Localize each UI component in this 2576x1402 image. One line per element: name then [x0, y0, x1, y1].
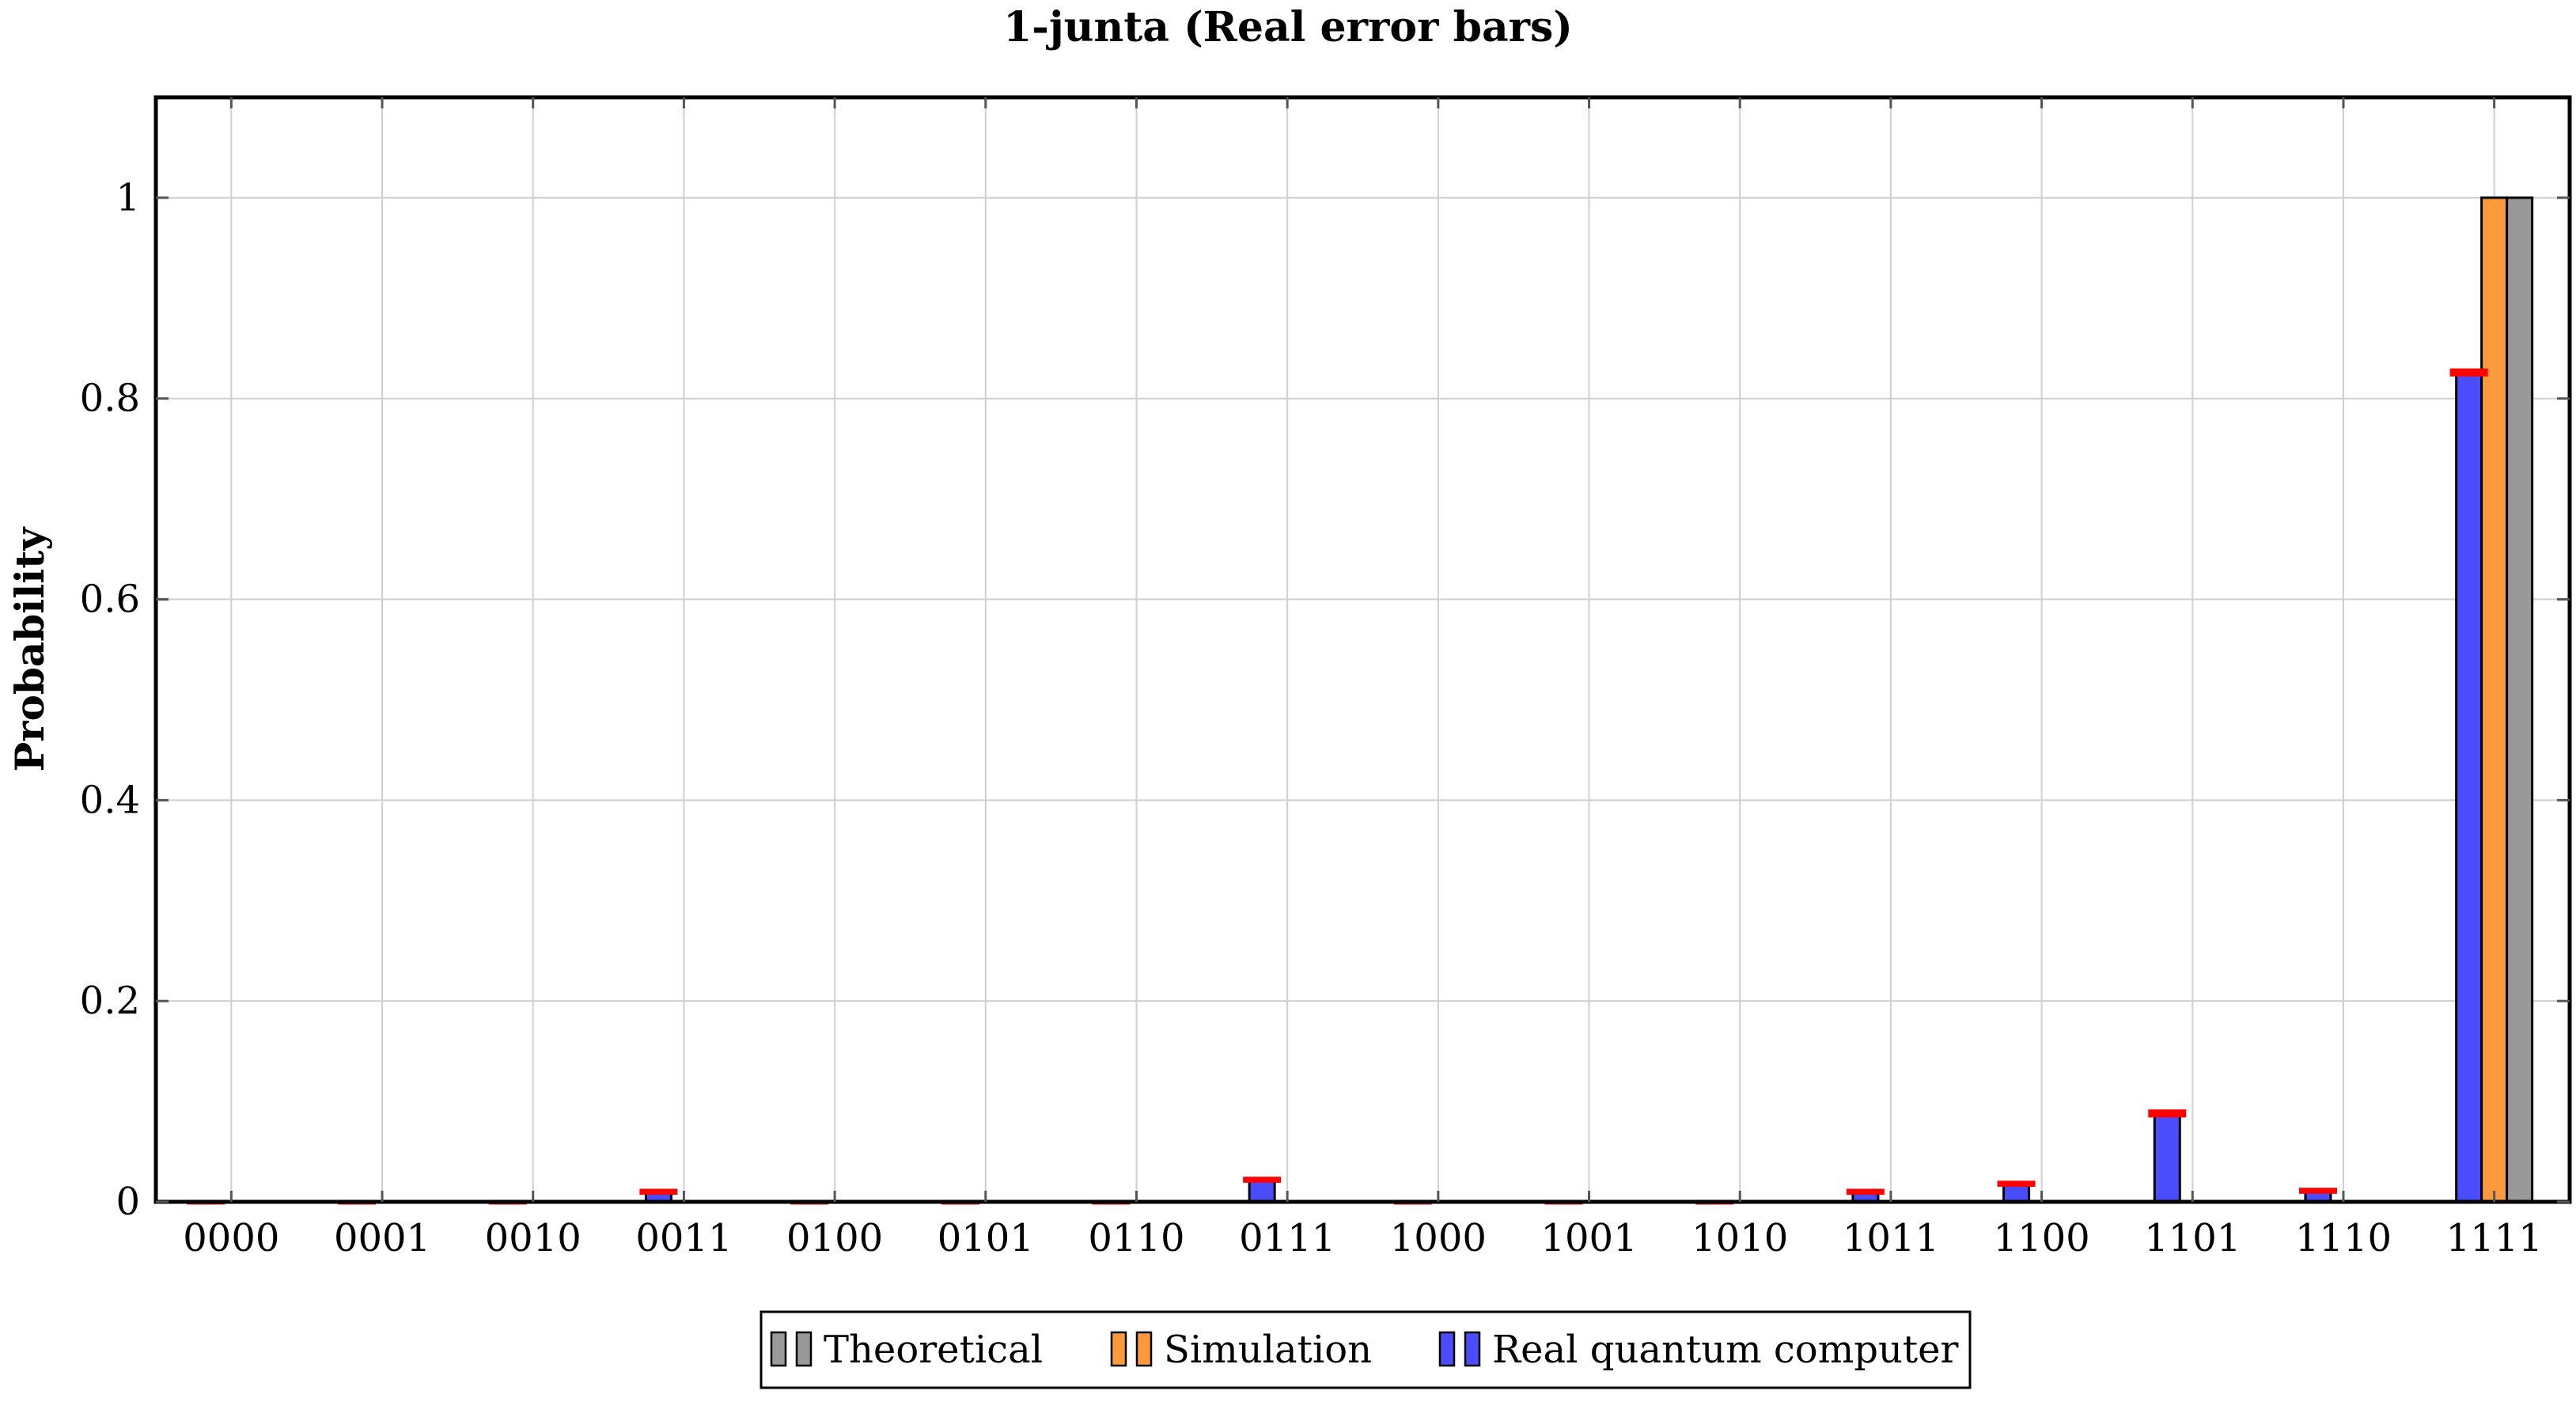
- x-tick-label: 0010: [485, 1216, 581, 1260]
- bars: [644, 196, 2534, 1203]
- x-tick-label: 1110: [2295, 1216, 2392, 1260]
- legend-swatch: [1135, 1331, 1153, 1367]
- x-tick-label: 0011: [635, 1216, 732, 1260]
- legend-swatch: [795, 1331, 813, 1367]
- legend-label: Simulation: [1164, 1328, 1372, 1372]
- x-tick-label: 1111: [2446, 1216, 2543, 1260]
- x-tick-label: 0100: [786, 1216, 883, 1260]
- legend-box: [760, 1310, 1972, 1389]
- x-tick-label: 0101: [938, 1216, 1034, 1260]
- legend-swatch: [1110, 1331, 1127, 1367]
- error-bar: [2449, 368, 2488, 377]
- x-tick-label: 1011: [1843, 1216, 1939, 1260]
- chart-title: 1-junta (Real error bars): [1003, 3, 1573, 51]
- grid-lines: [156, 97, 2570, 1202]
- legend-swatch: [770, 1331, 787, 1367]
- error-bar: [639, 1188, 678, 1195]
- x-tick-label: 1010: [1691, 1216, 1788, 1260]
- legend-swatch: [1438, 1331, 1456, 1367]
- y-tick-label: 0.6: [80, 578, 140, 622]
- bar-theoretical: [2506, 196, 2534, 1203]
- x-tick-label: 0000: [183, 1216, 279, 1260]
- y-tick-label: 0.4: [80, 778, 140, 822]
- error-bar: [2148, 1109, 2187, 1118]
- y-tick-label: 0.2: [80, 979, 140, 1023]
- axis-ticks: 0000 0001 0010 0011 0100 0101 0110 0111 1000 1001…: [80, 97, 2570, 1260]
- bar-real-quantum-computer: [1248, 1178, 1276, 1203]
- x-tick-label: 1101: [2144, 1216, 2241, 1260]
- bar-simulation: [2480, 196, 2509, 1203]
- error-bar: [2298, 1188, 2337, 1194]
- x-tick-label: 0111: [1239, 1216, 1335, 1260]
- legend-label: Real quantum computer: [1492, 1328, 1959, 1372]
- bar-real-quantum-computer: [2153, 1112, 2181, 1203]
- error-bar: [1997, 1180, 2036, 1187]
- x-tick-label: 1000: [1390, 1216, 1487, 1260]
- x-tick-label: 1100: [1994, 1216, 2090, 1260]
- x-tick-label: 0110: [1088, 1216, 1184, 1260]
- error-bar: [1846, 1188, 1885, 1195]
- y-tick-label: 1: [116, 176, 140, 220]
- legend: Theoretical Simulation Real quantum comput…: [760, 1310, 1972, 1389]
- x-tick-label: 0001: [334, 1216, 430, 1260]
- bar-real-quantum-computer: [2455, 371, 2483, 1203]
- y-tick-label: 0: [116, 1180, 140, 1224]
- legend-label: Theoretical: [824, 1328, 1043, 1372]
- error-bar: [1243, 1177, 1282, 1183]
- error-bars: [187, 368, 2488, 1205]
- y-tick-label: 0.8: [80, 377, 140, 421]
- y-axis-label: Probability: [6, 526, 53, 772]
- plot-frame: [153, 95, 2572, 1204]
- legend-swatch: [1464, 1331, 1481, 1367]
- x-tick-label: 1001: [1540, 1216, 1637, 1260]
